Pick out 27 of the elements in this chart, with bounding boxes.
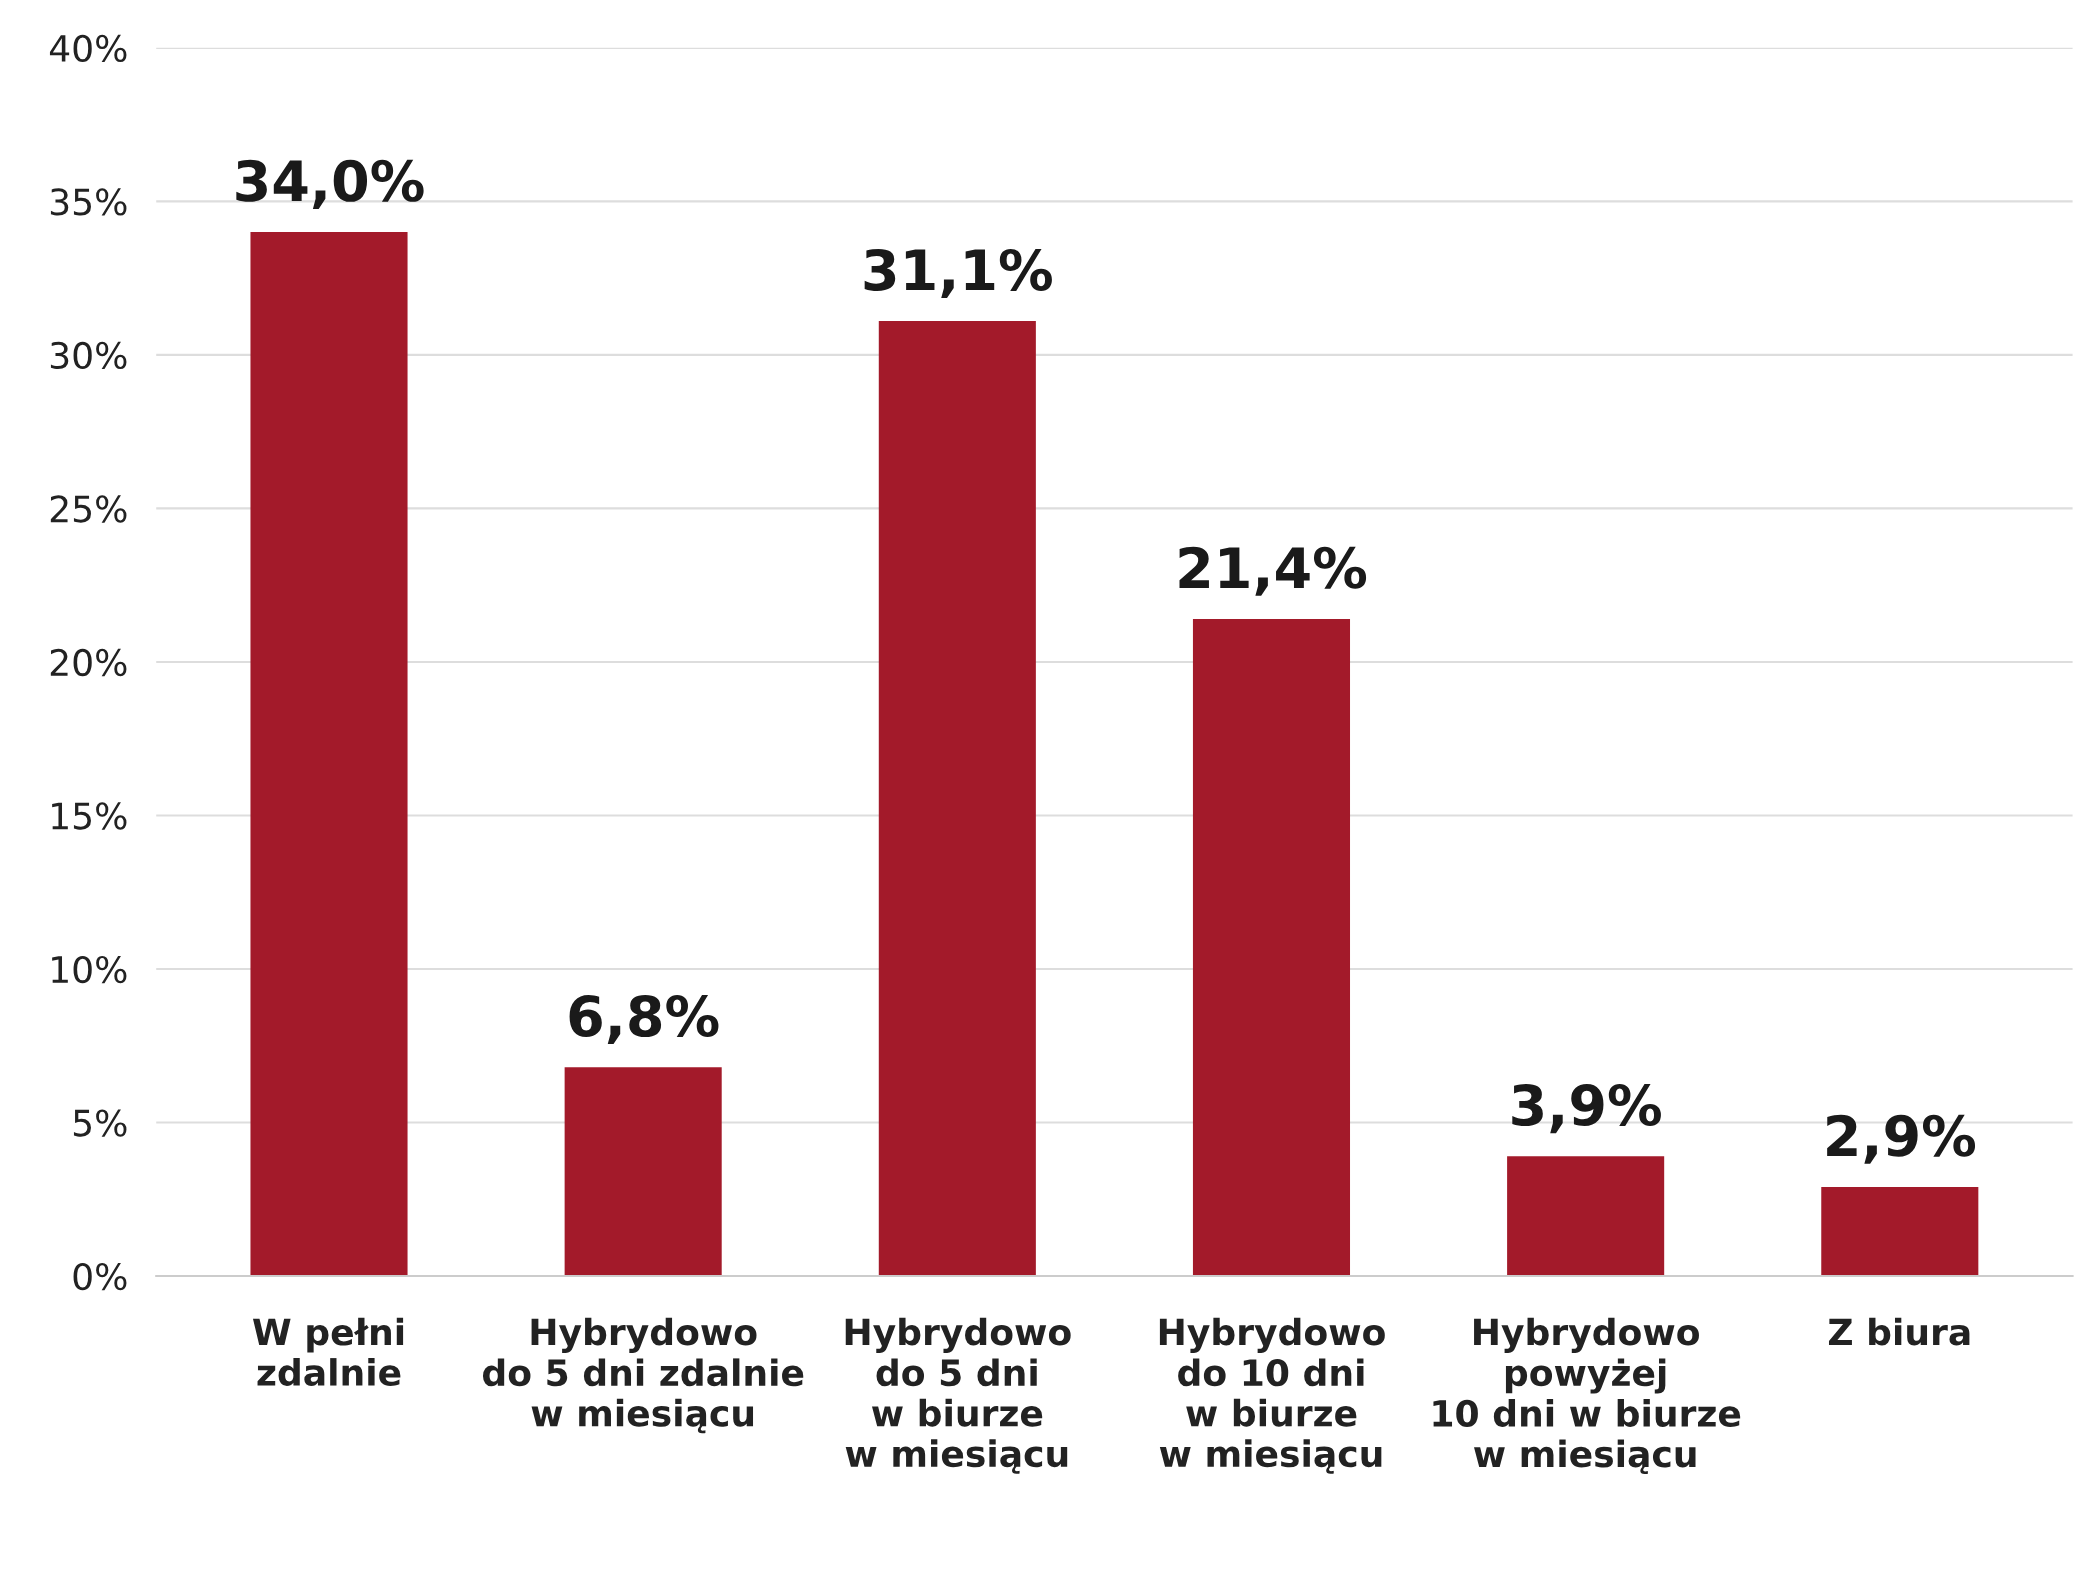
y-tick-label: 15% (52, 802, 127, 830)
y-tick-label: 40% (49, 34, 127, 63)
bar (1192, 618, 1351, 1276)
data-label: 21,4% (1179, 546, 1367, 596)
data-label: 6,8% (569, 994, 719, 1045)
data-label: 34,0% (236, 159, 424, 209)
bar (250, 232, 408, 1276)
data-label: 3,9% (1512, 1084, 1661, 1134)
y-tick-label: 25% (50, 495, 127, 523)
y-tick-label: 10% (52, 955, 127, 984)
y-tick-label: 20% (50, 648, 127, 677)
x-tick-label: Hybrydowo do 5 dni zdalnie w miesiącu (482, 1317, 804, 1434)
x-tick-label: Hybrydowo do 10 dni w biurze w miesiącu (1159, 1317, 1385, 1474)
y-tick-label: 0% (73, 1262, 127, 1291)
data-label: 2,9% (1827, 1114, 1976, 1164)
x-tick-label: Hybrydowo do 5 dni w biurze w miesiącu (845, 1317, 1071, 1474)
data-label: 31,1% (864, 248, 1052, 299)
y-tick-label: 30% (50, 341, 127, 370)
x-tick-label: Z biura (1828, 1317, 1970, 1346)
y-tick-label: 35% (50, 188, 127, 216)
bar (1821, 1186, 1979, 1276)
bar (878, 321, 1036, 1276)
x-tick-label: Hybrydowo powyżej 10 dni w biurze w miesiącu (1433, 1317, 1741, 1475)
bar (564, 1067, 722, 1276)
y-tick-label: 5% (73, 1109, 127, 1137)
x-tick-label: W pełni zdalnie (252, 1317, 404, 1387)
bar (1507, 1156, 1665, 1276)
